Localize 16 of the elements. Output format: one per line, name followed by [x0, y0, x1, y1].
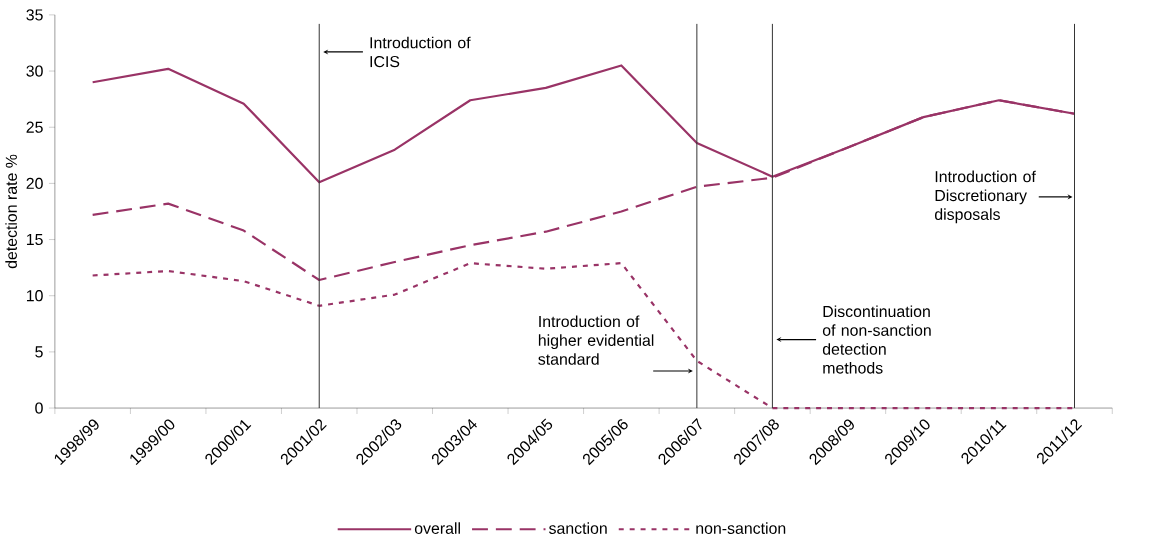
y-tick-label: 35 [26, 9, 43, 21]
legend-label: sanction [549, 522, 607, 534]
y-tick-label: 20 [26, 177, 43, 189]
y-tick-label: 10 [26, 290, 43, 302]
legend-label: non-sanction [696, 522, 786, 534]
y-axis-title: detection rate % [5, 154, 17, 269]
y-tick-label: 15 [26, 234, 43, 246]
legend-label: overall [414, 522, 460, 534]
ref-line-label: Discontinuation of non-sanction detection methods [822, 305, 931, 374]
y-tick-label: 5 [35, 346, 43, 358]
y-tick-label: 30 [26, 65, 43, 77]
ref-line-label: Introduction of Discretionary disposals [934, 170, 1036, 224]
ref-line-label: Introduction of higher evidential standard [538, 315, 654, 365]
y-tick-label: 25 [26, 121, 43, 133]
y-tick-label: 0 [35, 402, 43, 414]
ref-line-label: Introduction of ICIS [370, 36, 471, 68]
